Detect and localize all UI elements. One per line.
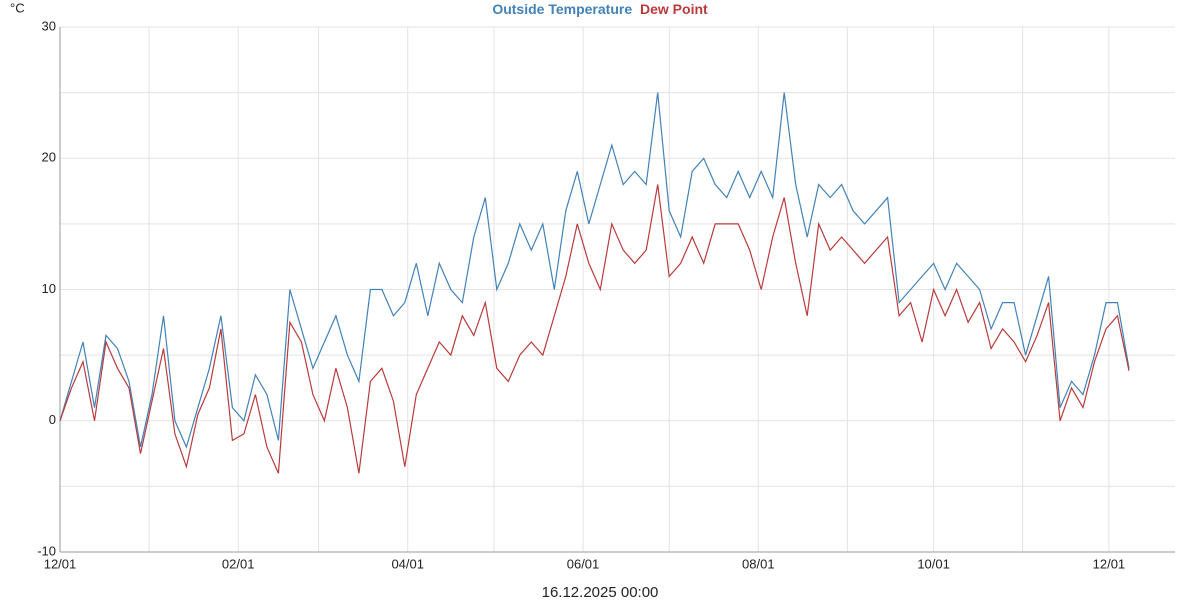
y-tick-label: -10 <box>37 543 56 558</box>
x-tick-label: 08/01 <box>742 556 775 571</box>
x-tick-label: 12/01 <box>44 556 77 571</box>
x-tick-label: 12/01 <box>1093 556 1126 571</box>
y-tick-label: 20 <box>42 150 56 165</box>
y-unit: °C <box>10 0 25 15</box>
series-line <box>59 92 1130 449</box>
legend-entry: Dew Point <box>640 1 708 17</box>
footer-date: 16.12.2025 00:00 <box>542 584 659 600</box>
chart-title: Outside Temperature Dew Point <box>492 1 708 17</box>
x-tick-label: 06/01 <box>567 556 600 571</box>
x-tick-label: 04/01 <box>391 556 424 571</box>
legend-entry: Outside Temperature <box>492 1 632 17</box>
y-tick-label: 30 <box>42 18 56 33</box>
series-line <box>59 184 1130 474</box>
y-tick-label: 0 <box>49 412 56 427</box>
x-tick-label: 10/01 <box>917 556 950 571</box>
x-tick-label: 02/01 <box>222 556 255 571</box>
y-tick-label: 10 <box>42 281 56 296</box>
